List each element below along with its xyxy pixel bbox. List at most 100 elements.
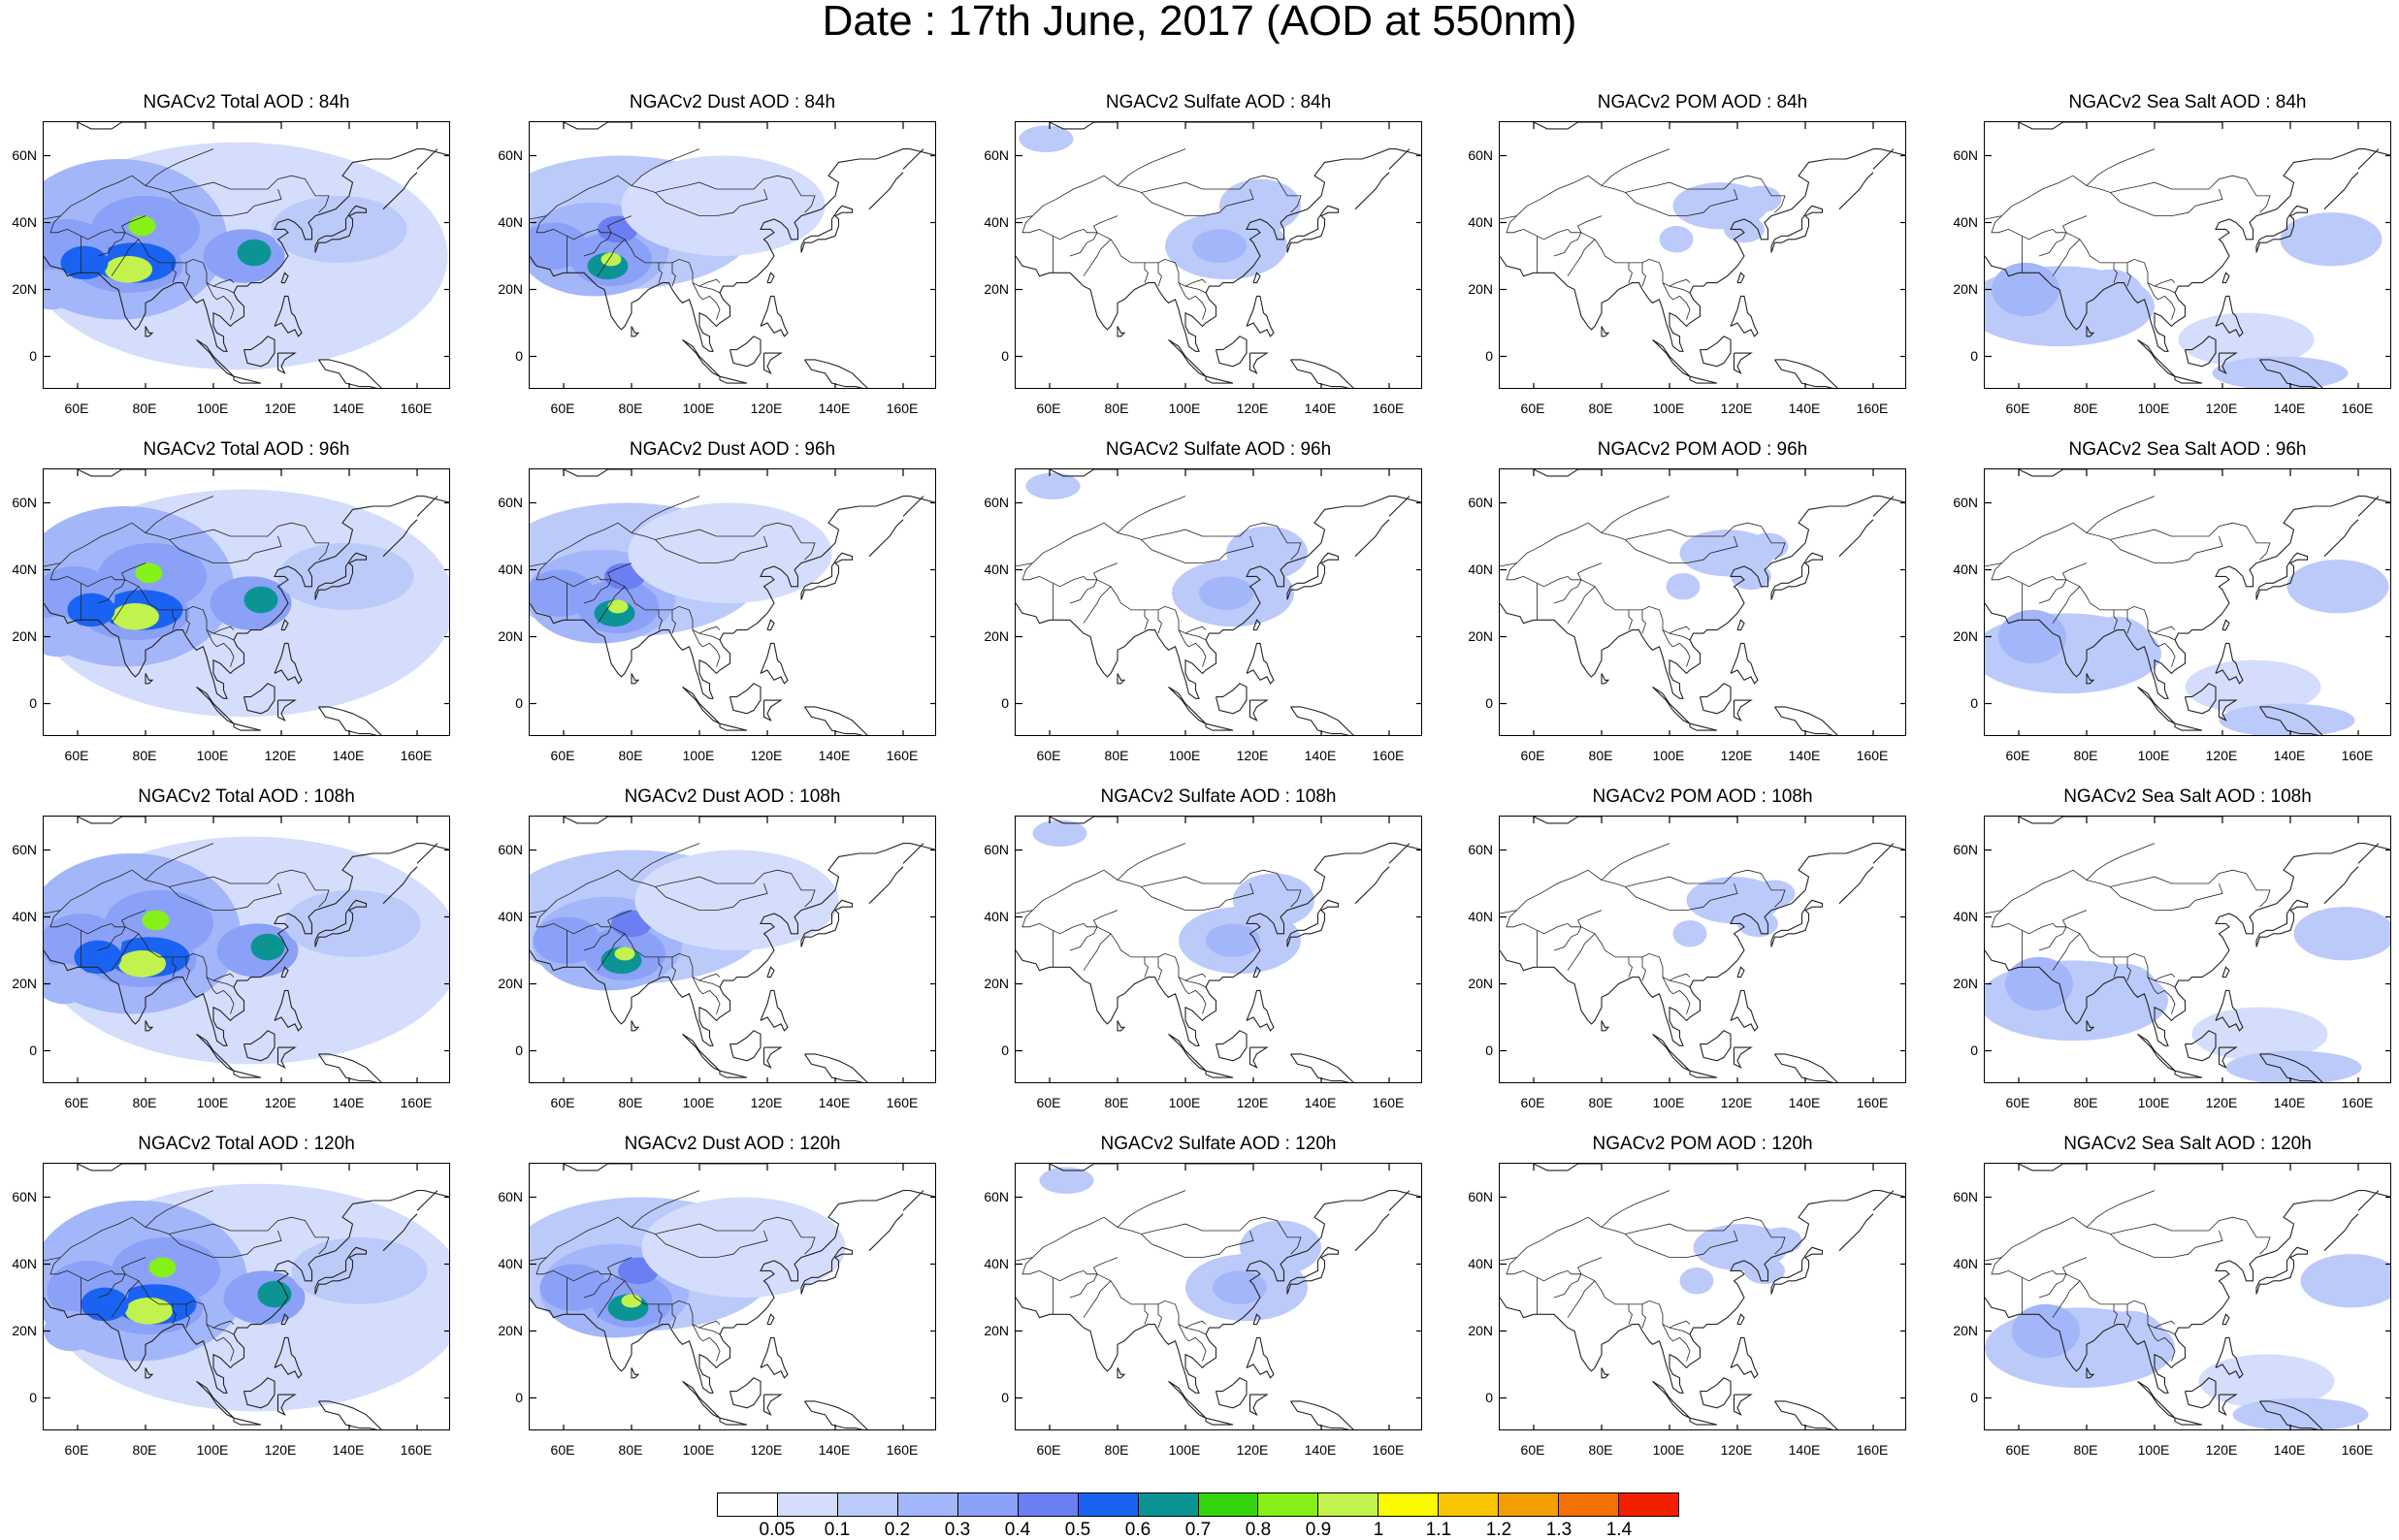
map-svg <box>1985 122 2390 388</box>
lon-label: 100E <box>1168 748 1201 763</box>
coastline-1 <box>314 552 368 600</box>
lat-label: 0 <box>1970 1389 1978 1405</box>
coastline-0 <box>1500 148 1905 352</box>
coastline-10 <box>1533 817 1602 824</box>
coastline-1 <box>1770 205 1824 253</box>
coastline-5 <box>729 683 762 715</box>
coastline-9 <box>631 326 640 337</box>
coastline-3 <box>1730 989 1759 1032</box>
country-border-8 <box>185 609 190 634</box>
aod-field-5 <box>125 1298 173 1325</box>
coastline-4 <box>1168 1380 1207 1419</box>
country-border-6 <box>111 1280 140 1318</box>
lon-label: 100E <box>1168 401 1201 416</box>
aod-field-5 <box>2232 1397 2369 1429</box>
coastline-9 <box>1601 326 1610 337</box>
aod-map-dust-84h <box>529 121 936 389</box>
lat-label: 20N <box>498 627 523 644</box>
coastline-0 <box>1985 1190 2390 1394</box>
map-svg <box>44 1164 449 1429</box>
lon-label: 120E <box>1720 748 1753 763</box>
coastline-10 <box>2018 469 2087 477</box>
lon-label: 120E <box>1236 1442 1269 1458</box>
country-border-8 <box>671 956 676 981</box>
lon-label: 60E <box>64 401 89 416</box>
country-border-5 <box>583 579 612 604</box>
panel-title: NGACv2 Sulfate AOD : 108h <box>1100 786 1337 807</box>
aod-field-2 <box>1240 1220 1321 1274</box>
aod-field-10 <box>74 940 122 975</box>
country-border-3 <box>567 1269 611 1282</box>
country-border-8 <box>1641 1303 1646 1329</box>
lon-label: 80E <box>1588 1442 1613 1458</box>
coastline-4 <box>1652 1380 1691 1419</box>
country-border-5 <box>1069 1273 1098 1299</box>
coastline-7 <box>2259 1053 2323 1082</box>
lat-label: 60N <box>12 841 37 857</box>
coastline-10 <box>563 122 632 130</box>
coastline-13 <box>1388 496 1410 517</box>
coastline-12 <box>1838 172 1874 210</box>
lon-label: 60E <box>1036 1095 1061 1110</box>
lat-label: 0 <box>1485 1389 1493 1405</box>
coastline-4 <box>196 338 235 377</box>
coastline-0 <box>1985 843 2390 1046</box>
country-border-9 <box>1178 282 1207 320</box>
lon-label: 100E <box>682 401 715 416</box>
lat-label: 40N <box>12 1255 37 1271</box>
panel-title: NGACv2 Sulfate AOD : 96h <box>1105 439 1332 460</box>
coastline-7 <box>2259 359 2323 388</box>
lat-label: 20N <box>984 280 1009 297</box>
country-border-1 <box>655 1230 768 1258</box>
country-border-12 <box>535 562 567 584</box>
lon-label: 140E <box>1788 401 1821 416</box>
coastline-4 <box>2137 338 2176 377</box>
country-border-5 <box>2038 926 2067 951</box>
country-border-9 <box>692 1324 721 1362</box>
aod-map-total-108h <box>43 816 450 1083</box>
country-border-0 <box>530 522 816 567</box>
coastline-3 <box>274 295 303 337</box>
coastline-13 <box>2357 843 2380 864</box>
lon-label: 160E <box>1372 1095 1405 1110</box>
lon-label: 120E <box>264 1442 297 1458</box>
lat-label: 20N <box>1468 280 1493 297</box>
lon-label: 160E <box>886 1095 919 1110</box>
coastline-0 <box>1016 843 1421 1046</box>
lon-label: 160E <box>886 401 919 416</box>
colorbar-label: 0.3 <box>944 1520 971 1540</box>
country-border-5 <box>583 926 612 951</box>
aod-field-12 <box>284 889 421 957</box>
coastline-2 <box>766 272 775 284</box>
country-border-3 <box>1053 922 1097 935</box>
aod-field-5 <box>607 599 629 614</box>
coastline-6 <box>1733 1394 1753 1417</box>
country-border-9 <box>2147 282 2176 320</box>
aod-field-2 <box>1233 873 1314 927</box>
coastline-9 <box>1117 673 1126 685</box>
coastline-9 <box>631 1367 640 1379</box>
lon-label: 60E <box>64 1095 89 1110</box>
country-border-8 <box>671 609 676 634</box>
lat-label: 40N <box>1953 1255 1978 1271</box>
colorbar-swatch-15 <box>1619 1493 1678 1516</box>
lon-label: 120E <box>1236 401 1269 416</box>
country-border-6 <box>1083 586 1112 624</box>
country-border-12 <box>535 1257 567 1278</box>
coastline-10 <box>2018 817 2087 824</box>
lon-label: 80E <box>618 1442 643 1458</box>
coastline-9 <box>1117 1020 1126 1032</box>
country-border-10 <box>212 285 235 294</box>
aod-field-11 <box>44 616 84 658</box>
coastline-6 <box>2218 699 2238 722</box>
coastline-8 <box>1205 1070 1234 1078</box>
coastline-13 <box>1388 843 1410 864</box>
map-svg <box>1985 1164 2390 1429</box>
coastline-12 <box>382 1213 418 1252</box>
country-border-6 <box>1567 586 1596 624</box>
aod-field-11 <box>44 269 78 310</box>
country-border-9 <box>206 629 235 667</box>
coastline-2 <box>766 1313 775 1326</box>
coastline-4 <box>1652 1033 1691 1072</box>
coastline-10 <box>1049 1164 1118 1171</box>
